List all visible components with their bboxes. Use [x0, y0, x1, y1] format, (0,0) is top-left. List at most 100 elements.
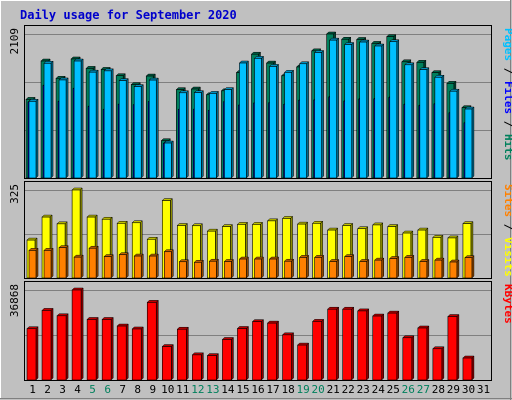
bar-sites	[389, 255, 400, 279]
bar-sites	[419, 258, 430, 279]
bar-kbytes	[86, 316, 99, 381]
bar-sites	[223, 258, 235, 279]
x-tick-label: 18	[281, 383, 294, 396]
bar-kbytes	[161, 343, 174, 381]
x-tick-label: 20	[311, 383, 324, 396]
bar-sites	[314, 254, 325, 279]
x-tick-label: 25	[387, 383, 400, 396]
bar-pages	[449, 88, 460, 179]
bar-pages	[464, 106, 475, 179]
bar-sites	[88, 245, 99, 279]
bar-kbytes	[176, 326, 189, 381]
bar-pages	[374, 43, 385, 179]
bar-kbytes	[281, 332, 295, 381]
x-tick-label: 29	[447, 383, 460, 396]
x-tick-label: 16	[251, 383, 264, 396]
y-max-label: 325	[8, 184, 21, 204]
panel-hits-files-pages: 2109 Pages / Files / Hits	[8, 25, 512, 179]
x-tick-label: 12	[191, 383, 204, 396]
bar-pages	[193, 90, 204, 179]
legend-entry: Pages	[502, 28, 512, 61]
bar-pages	[223, 86, 235, 179]
bar-kbytes	[447, 313, 460, 381]
legend-entry: Hits	[502, 134, 512, 161]
bar-kbytes	[296, 342, 310, 381]
x-tick-label: 15	[236, 383, 249, 396]
bar-pages	[103, 68, 114, 179]
bar-pages	[314, 49, 325, 179]
bar-pages	[28, 98, 39, 179]
bar-sites	[73, 254, 84, 279]
bar-pages	[419, 67, 430, 179]
bar-sites	[434, 257, 445, 279]
bar-sites	[58, 245, 69, 279]
bar-pages	[329, 37, 340, 179]
bar-kbytes	[432, 346, 445, 381]
bar-kbytes	[146, 299, 159, 381]
bar-kbytes	[417, 325, 430, 381]
x-tick-label: 5	[89, 383, 96, 396]
bar-kbytes	[357, 308, 370, 381]
x-tick-label: 3	[59, 383, 66, 396]
panel-kbytes: 36868 KBytes	[8, 281, 512, 381]
legend-entry: Visits	[502, 237, 512, 277]
bar-pages	[238, 60, 250, 179]
legend-entry: Files	[502, 81, 512, 114]
bar-kbytes	[221, 336, 235, 381]
bar-kbytes	[131, 326, 144, 381]
x-tick-label: 22	[342, 383, 355, 396]
legend-entry: KBytes	[502, 284, 512, 324]
bar-pages	[344, 41, 355, 179]
y-max-label: 36868	[8, 284, 21, 317]
x-tick-label: 8	[134, 383, 141, 396]
x-tick-label: 2	[44, 383, 51, 396]
bar-sites	[28, 247, 39, 279]
bar-sites	[238, 256, 250, 279]
legend-visits-sites: Sites / Visits	[502, 184, 512, 277]
bar-sites	[359, 258, 370, 279]
bar-sites	[208, 258, 219, 279]
bar-sites	[374, 257, 385, 279]
bar-kbytes	[101, 316, 114, 381]
bar-sites	[449, 259, 460, 279]
bar-pages	[163, 140, 174, 179]
x-tick-label: 24	[372, 383, 386, 396]
bar-sites	[298, 254, 310, 279]
bar-kbytes	[251, 319, 265, 381]
x-tick-label: 13	[206, 383, 219, 396]
bar-sites	[133, 253, 144, 279]
bar-pages	[359, 39, 370, 179]
x-tick-label: 4	[74, 383, 81, 396]
x-tick-label: 10	[161, 383, 174, 396]
x-tick-label: 6	[104, 383, 111, 396]
bar-sites	[268, 256, 280, 279]
bar-sites	[404, 254, 415, 279]
bars-visits-sites	[26, 187, 475, 279]
bar-kbytes	[206, 352, 219, 381]
bar-pages	[178, 90, 189, 179]
x-tick-label: 17	[266, 383, 279, 396]
bar-kbytes	[56, 313, 69, 381]
x-tick-label: 9	[149, 383, 156, 396]
bar-sites	[148, 253, 159, 279]
bar-sites	[253, 256, 265, 279]
bar-sites	[344, 254, 355, 279]
bar-pages	[133, 83, 144, 179]
bar-kbytes	[327, 306, 340, 381]
bar-pages	[43, 60, 54, 179]
legend-entry: /	[502, 61, 512, 81]
bar-kbytes	[41, 307, 54, 381]
bar-sites	[329, 258, 340, 279]
x-tick-label: 14	[221, 383, 235, 396]
bar-pages	[253, 55, 265, 179]
x-tick-label: 7	[119, 383, 126, 396]
x-tick-label: 28	[432, 383, 445, 396]
legend-entry: /	[502, 114, 512, 134]
bar-sites	[43, 247, 54, 279]
legend-entry: Sites	[502, 184, 512, 217]
bar-kbytes	[372, 313, 385, 381]
x-tick-label: 27	[417, 383, 430, 396]
bar-kbytes	[402, 335, 415, 381]
bar-pages	[118, 77, 129, 179]
